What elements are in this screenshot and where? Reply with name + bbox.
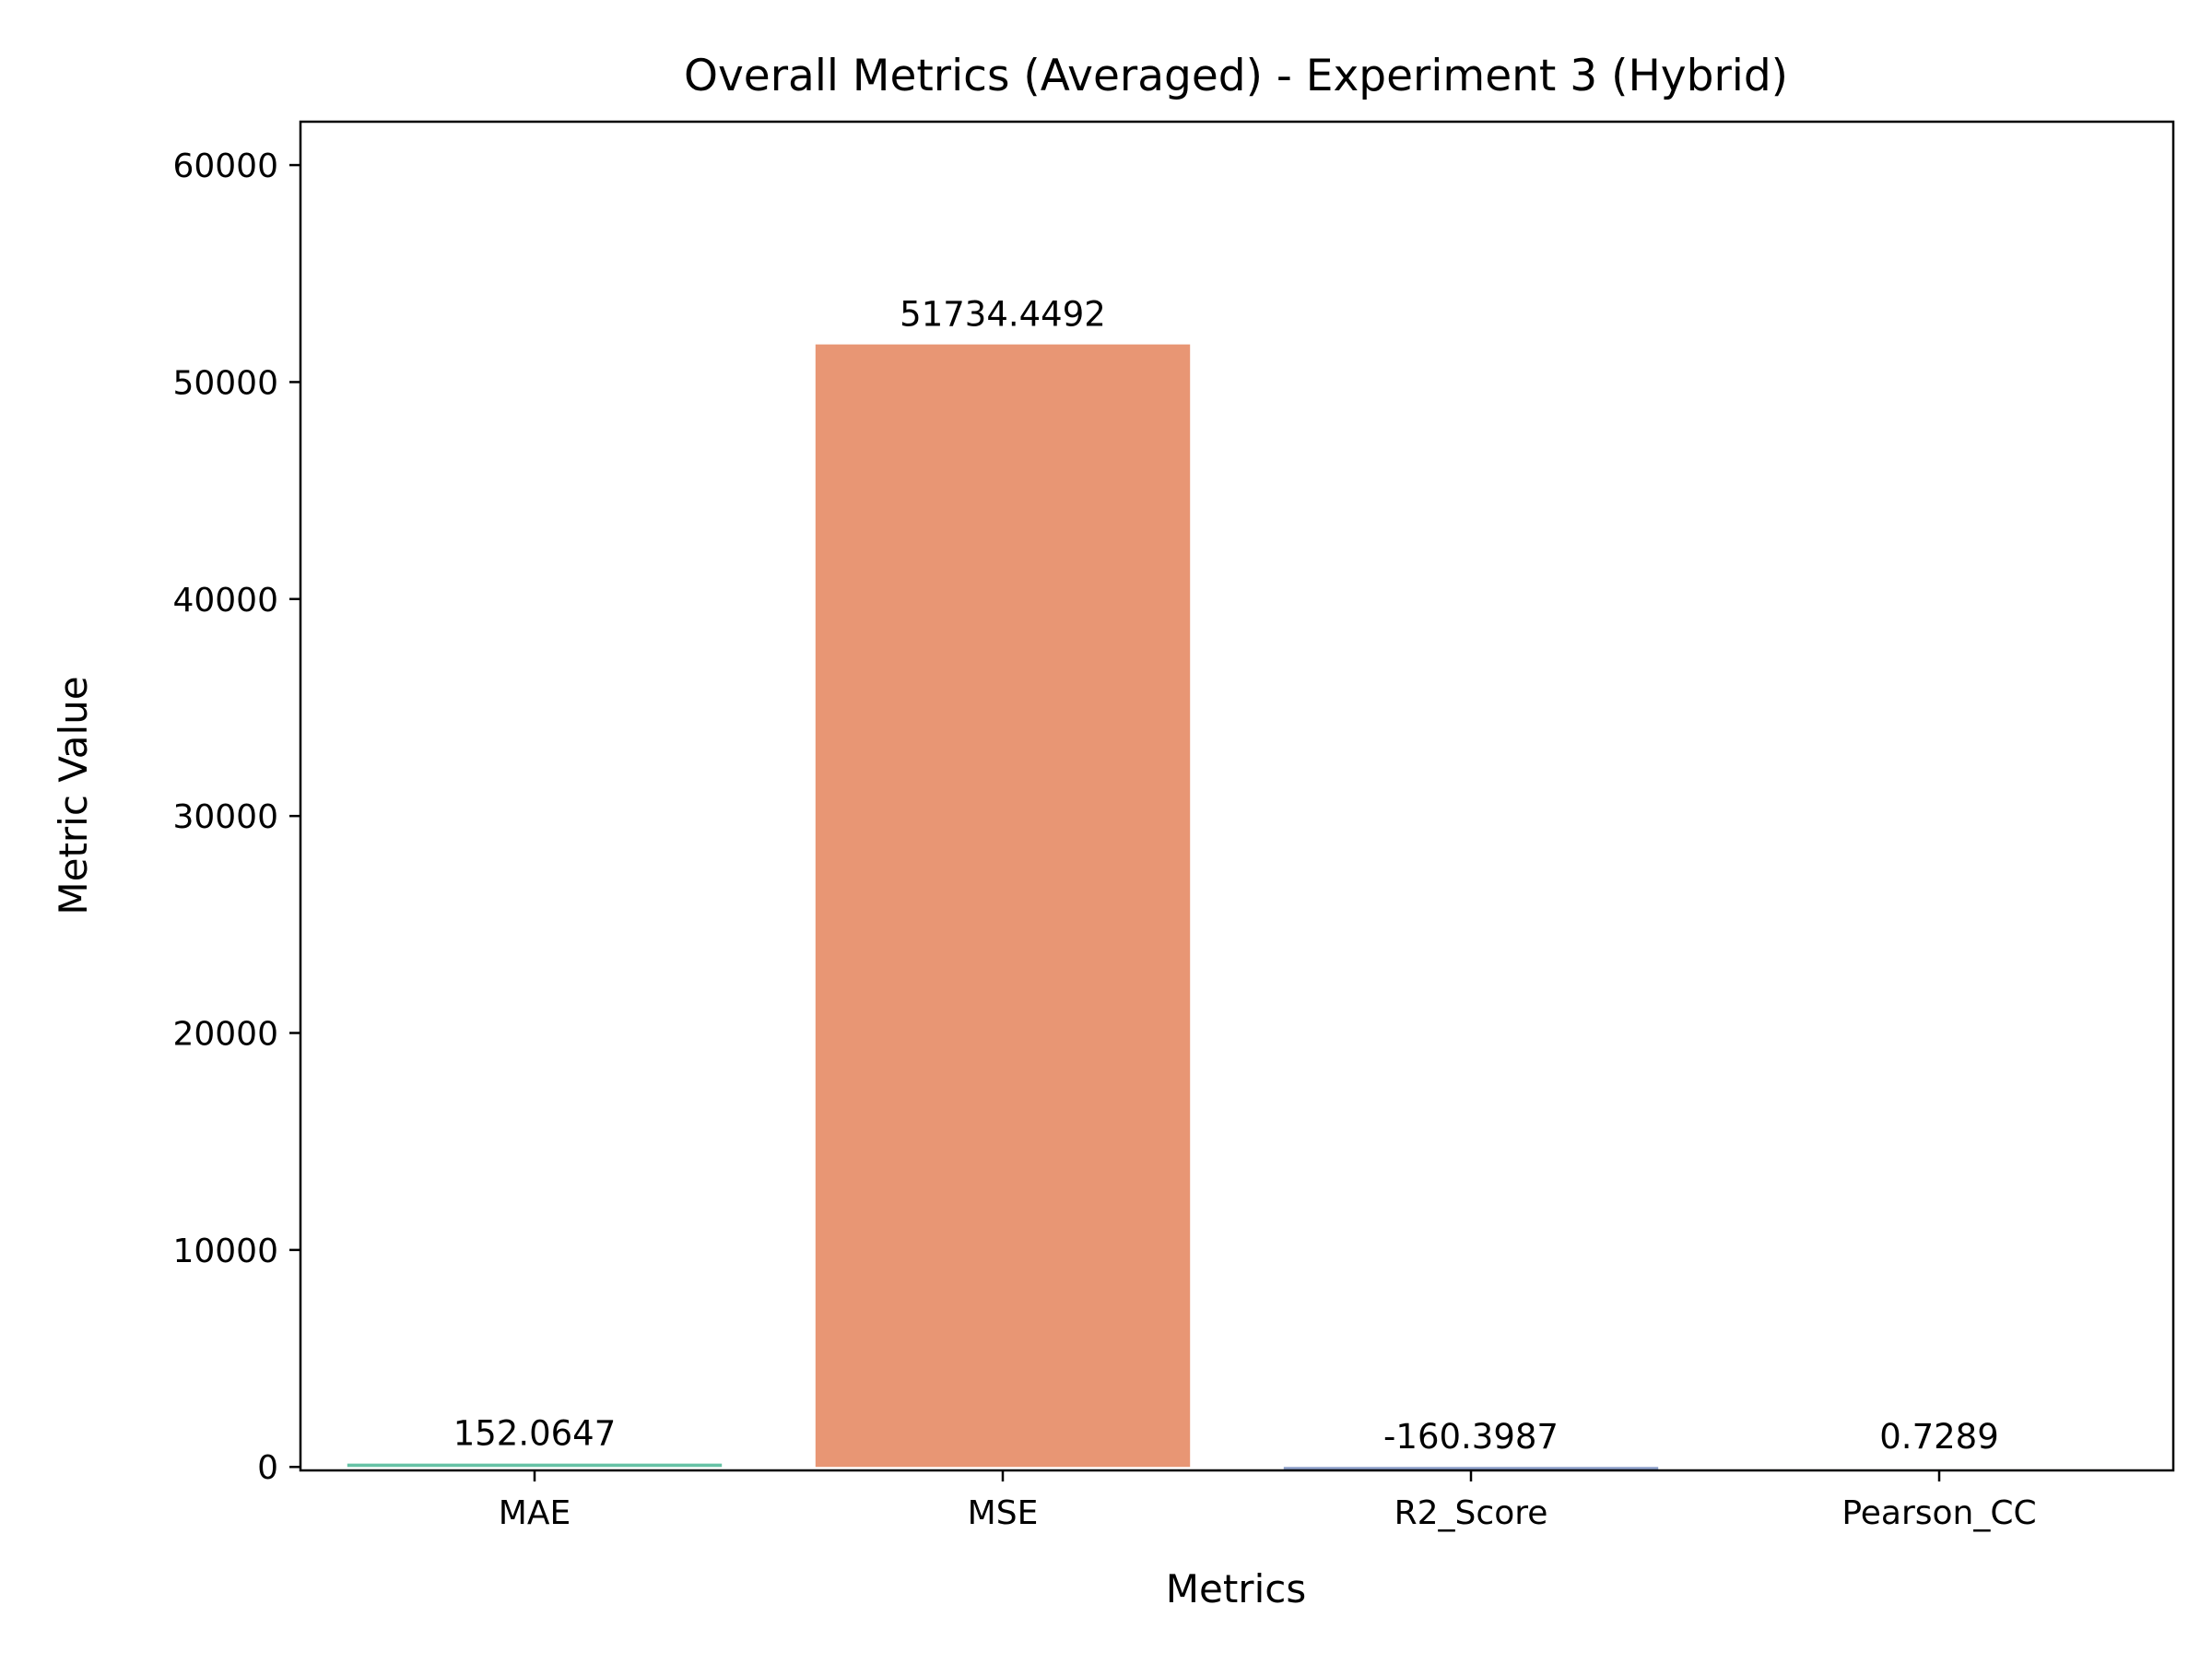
x-tick-label: Pearson_CC [1841, 1494, 2036, 1532]
y-tick-label: 40000 [172, 582, 278, 620]
y-axis: 0 10000 20000 30000 40000 50000 60000 [172, 148, 300, 1487]
y-tick-label: 50000 [172, 364, 278, 402]
x-axis: MAE MSE R2_Score Pearson_CC [499, 1470, 2037, 1532]
bar-mae [347, 1464, 722, 1468]
x-axis-label: Metrics [1166, 1566, 1306, 1611]
y-tick-label: 30000 [172, 798, 278, 836]
chart-title: Overall Metrics (Averaged) - Experiment … [684, 51, 1788, 101]
x-tick-label: R2_Score [1394, 1494, 1548, 1532]
y-tick-label: 0 [257, 1449, 278, 1487]
y-tick-label: 10000 [172, 1233, 278, 1270]
data-labels: 152.0647 51734.4492 -160.3987 0.7289 [453, 295, 1999, 1457]
x-tick-label: MSE [968, 1494, 1039, 1532]
data-label-r2-score: -160.3987 [1383, 1417, 1559, 1457]
y-tick-label: 20000 [172, 1016, 278, 1054]
bar-mse [816, 345, 1190, 1468]
bars-layer [347, 345, 2126, 1470]
data-label-pearson-cc: 0.7289 [1879, 1417, 1998, 1457]
y-axis-label: Metric Value [51, 676, 96, 915]
x-tick-label: MAE [499, 1494, 571, 1532]
data-label-mse: 51734.4492 [900, 295, 1106, 335]
y-tick-label: 60000 [172, 148, 278, 185]
plot-frame [300, 122, 2173, 1470]
data-label-mae: 152.0647 [453, 1414, 617, 1454]
